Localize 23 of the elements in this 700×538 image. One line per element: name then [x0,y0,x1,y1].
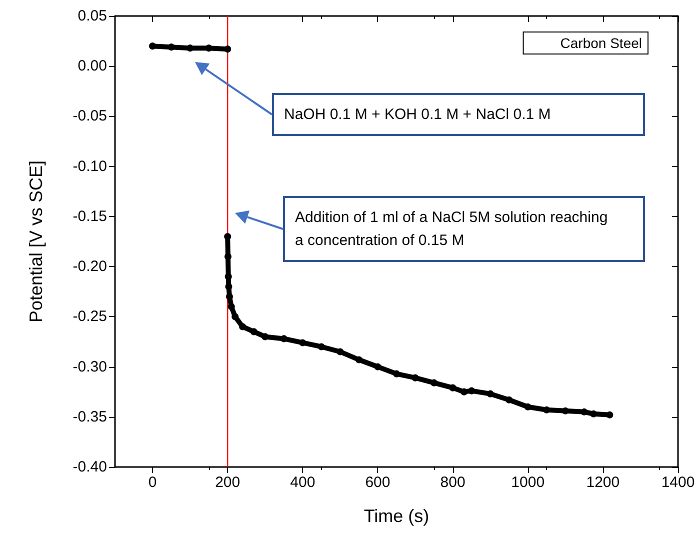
x-tick-label: 1400 [661,474,695,491]
legend-label: Carbon Steel [560,35,642,51]
x-tick-label: 1000 [511,474,545,491]
x-axis-title: Time (s) [364,506,430,526]
y-tick-label: -0.25 [72,308,107,326]
x-tick-label: 200 [215,474,240,491]
y-axis-title: Potential [V vs SCE] [26,160,46,323]
y-tick-label: -0.15 [72,208,107,225]
x-tick-label: 1200 [586,474,620,491]
callout-box: Addition of 1 ml of a NaCl 5M solution reaching a concentration of 0.15 M [283,196,645,262]
y-tick-label: 0.00 [78,58,107,75]
y-tick-label: -0.35 [72,408,107,426]
y-tick-label: 0.05 [78,8,107,24]
y-tick-label: -0.40 [72,458,107,476]
y-tick-label: -0.05 [72,108,107,125]
x-tick-label: 600 [365,474,390,491]
y-tick-label: -0.10 [72,158,107,175]
x-tick-label: 400 [290,474,316,491]
callout-box: NaOH 0.1 M + KOH 0.1 M + NaCl 0.1 M [272,93,645,136]
x-tick-label: 800 [440,474,466,491]
y-tick-label: -0.30 [72,358,107,376]
y-tick-label: -0.20 [72,258,107,276]
x-tick-label: 0 [148,474,157,491]
